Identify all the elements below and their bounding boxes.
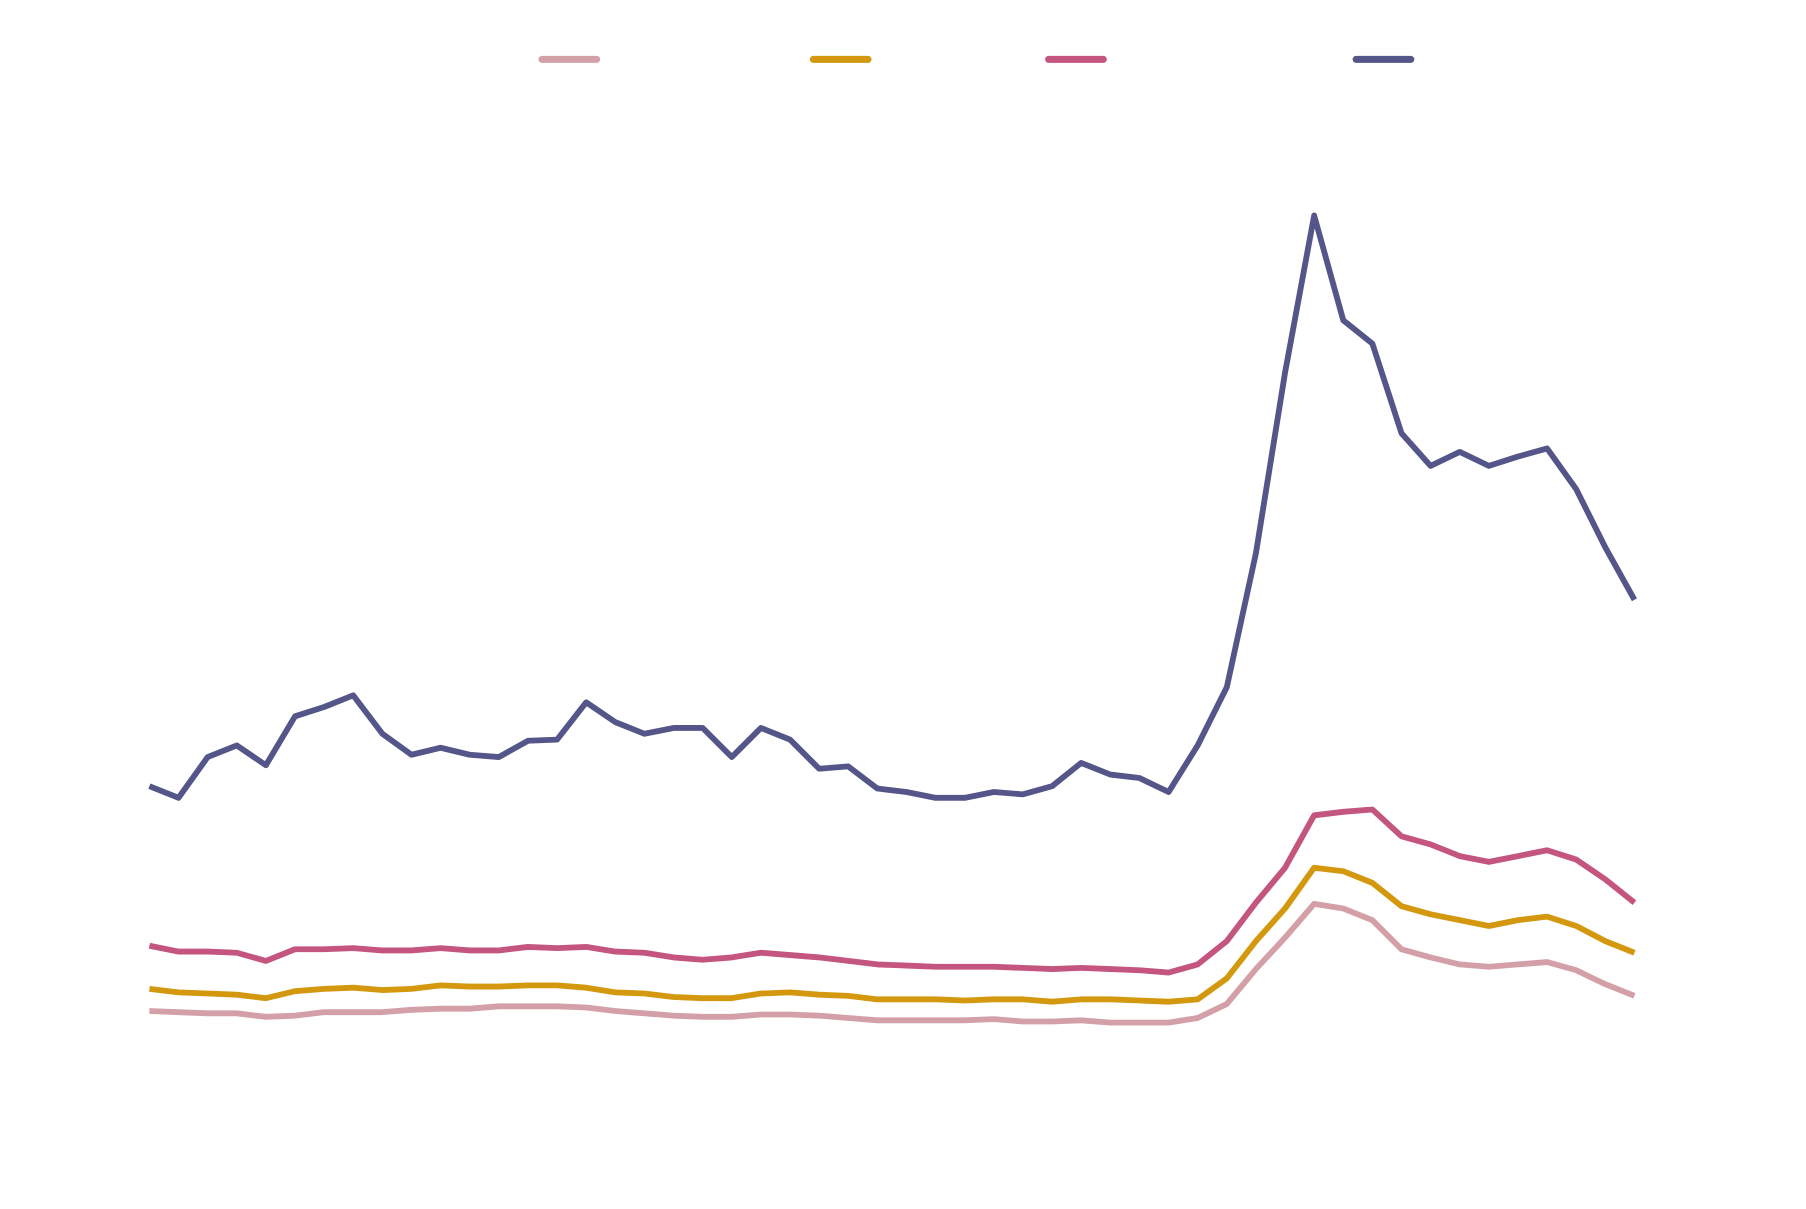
series-line [149, 864, 1636, 1005]
series-line [149, 900, 1636, 1026]
series-line [148, 212, 1638, 801]
series-line [148, 806, 1637, 976]
